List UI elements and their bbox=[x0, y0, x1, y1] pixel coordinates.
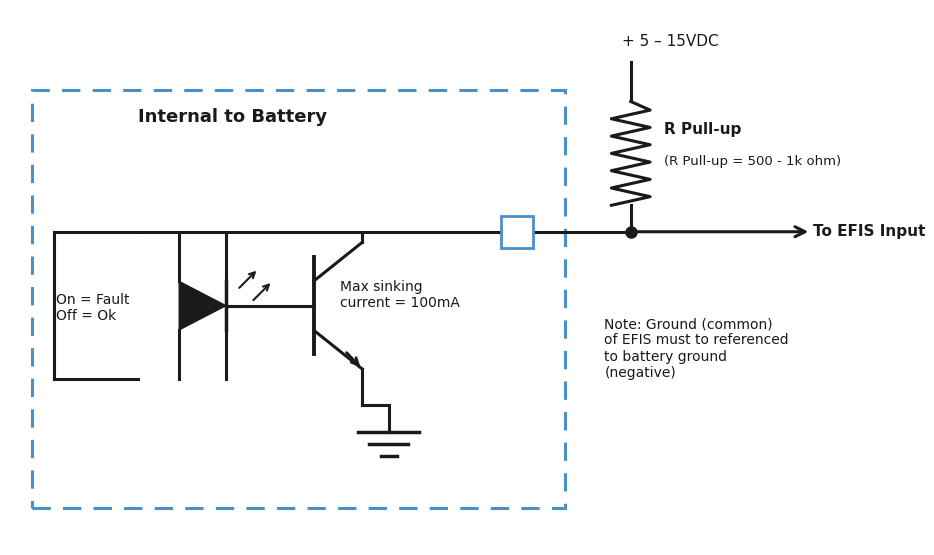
Text: (R Pull-up = 500 - 1k ohm): (R Pull-up = 500 - 1k ohm) bbox=[664, 155, 842, 168]
Text: On = Fault
Off = Ok: On = Fault Off = Ok bbox=[56, 293, 130, 324]
Text: Note: Ground (common)
of EFIS must to referenced
to battery ground
(negative): Note: Ground (common) of EFIS must to re… bbox=[604, 317, 789, 380]
Text: R Pull-up: R Pull-up bbox=[664, 122, 742, 137]
Text: Max sinking
current = 100mA: Max sinking current = 100mA bbox=[340, 280, 460, 310]
Text: + 5 – 15VDC: + 5 – 15VDC bbox=[622, 34, 718, 49]
Bar bbox=[502, 216, 533, 248]
Text: Internal to Battery: Internal to Battery bbox=[138, 108, 327, 126]
Polygon shape bbox=[179, 281, 226, 330]
Text: To EFIS Input: To EFIS Input bbox=[813, 224, 926, 239]
